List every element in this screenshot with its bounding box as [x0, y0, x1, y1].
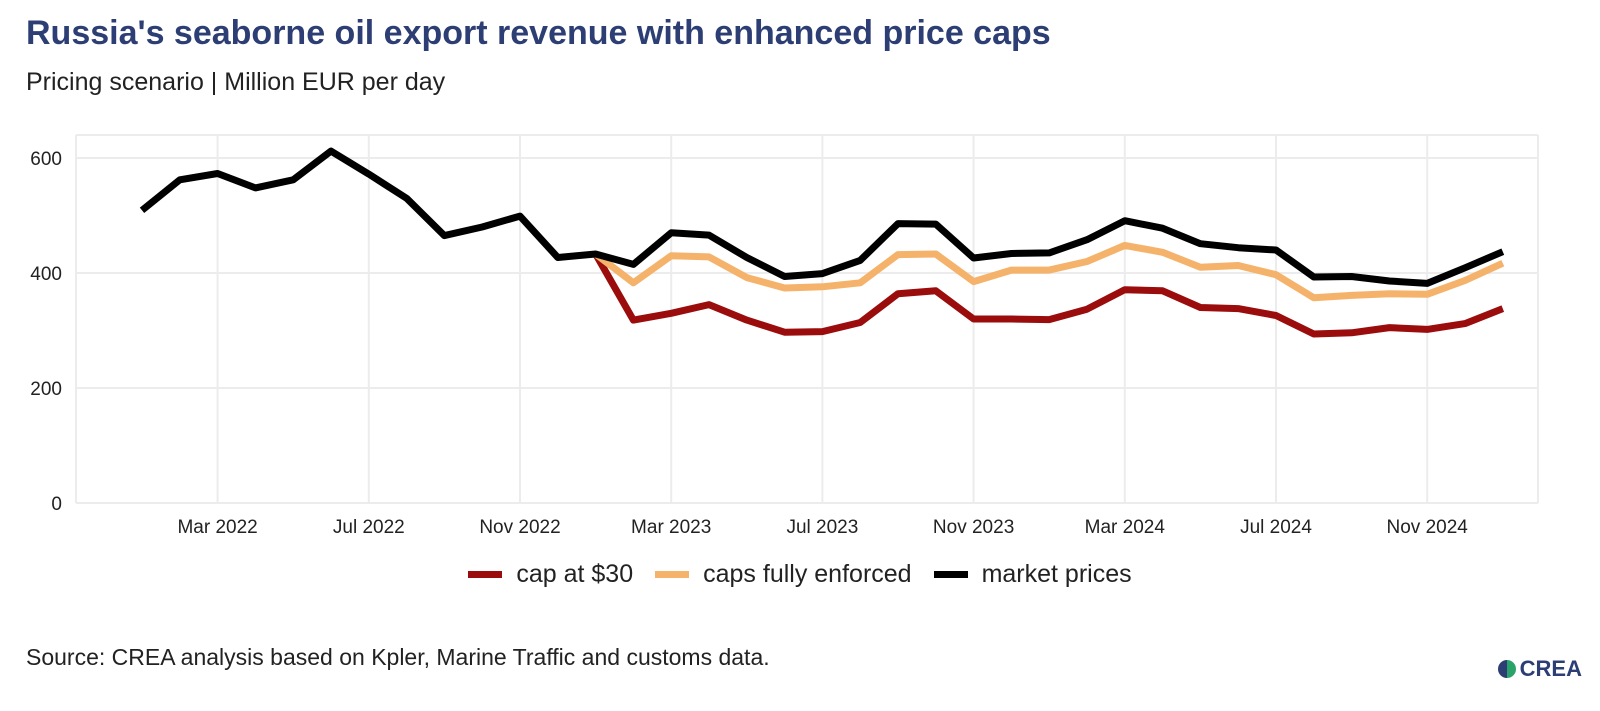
series-line-cap-at-30 [592, 252, 1505, 338]
legend-item: market prices [933, 560, 1132, 589]
x-tick-label: Jul 2024 [1240, 517, 1312, 538]
x-tick-label: Nov 2023 [933, 517, 1014, 538]
legend-label: caps fully enforced [703, 560, 912, 588]
series-lines [139, 147, 1505, 338]
legend-label: market prices [981, 560, 1132, 588]
x-tick-label: Nov 2024 [1387, 517, 1469, 538]
crea-logo-icon [1497, 660, 1516, 678]
series-line-caps-fully-enforced [593, 241, 1505, 302]
crea-logo-text: CREA [1519, 656, 1582, 681]
crea-logo: CREA [1497, 656, 1582, 682]
legend-swatch [933, 571, 968, 578]
y-tick-label: 600 [30, 149, 62, 170]
x-tick-label: Mar 2023 [631, 517, 711, 538]
y-axis-ticks: 0 200 400 600 [30, 149, 62, 515]
y-tick-label: 200 [30, 379, 62, 400]
legend: cap at $30 caps fully enforced market pric… [0, 560, 1600, 589]
legend-item: cap at $30 [468, 560, 633, 589]
series-line-market-prices [139, 147, 1505, 287]
y-tick-label: 0 [51, 494, 62, 515]
x-tick-label: Mar 2024 [1085, 517, 1166, 538]
grid-lines [75, 134, 1539, 504]
x-axis-ticks: Mar 2022 Jul 2022 Nov 2022 Mar 2023 Jul 2023… [177, 517, 1468, 538]
legend-label: cap at $30 [516, 560, 634, 588]
legend-swatch [468, 571, 503, 578]
x-tick-label: Nov 2022 [479, 517, 560, 538]
y-tick-label: 400 [30, 264, 62, 285]
legend-swatch [655, 571, 690, 578]
chart-subtitle: Pricing scenario | Million EUR per day [26, 68, 446, 96]
chart-title: Russia's seaborne oil export revenue wit… [26, 14, 1051, 52]
source-note: Source: CREA analysis based on Kpler, Ma… [26, 644, 770, 670]
x-tick-label: Jul 2023 [786, 517, 858, 538]
x-tick-label: Jul 2022 [333, 517, 405, 538]
x-tick-label: Mar 2022 [177, 517, 257, 538]
legend-item: caps fully enforced [655, 560, 912, 589]
